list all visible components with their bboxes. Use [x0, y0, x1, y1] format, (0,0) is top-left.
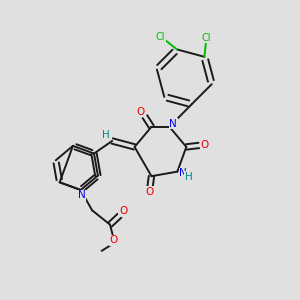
Text: O: O	[136, 107, 144, 117]
Text: N: N	[179, 168, 187, 178]
Text: O: O	[119, 206, 127, 217]
Text: H: H	[102, 130, 110, 140]
Text: N: N	[169, 119, 177, 129]
Text: Cl: Cl	[201, 33, 211, 43]
Text: N: N	[78, 190, 86, 200]
Text: O: O	[200, 140, 208, 150]
Text: O: O	[146, 187, 154, 197]
Text: O: O	[110, 235, 118, 245]
Text: Cl: Cl	[156, 32, 165, 43]
Text: H: H	[185, 172, 193, 182]
